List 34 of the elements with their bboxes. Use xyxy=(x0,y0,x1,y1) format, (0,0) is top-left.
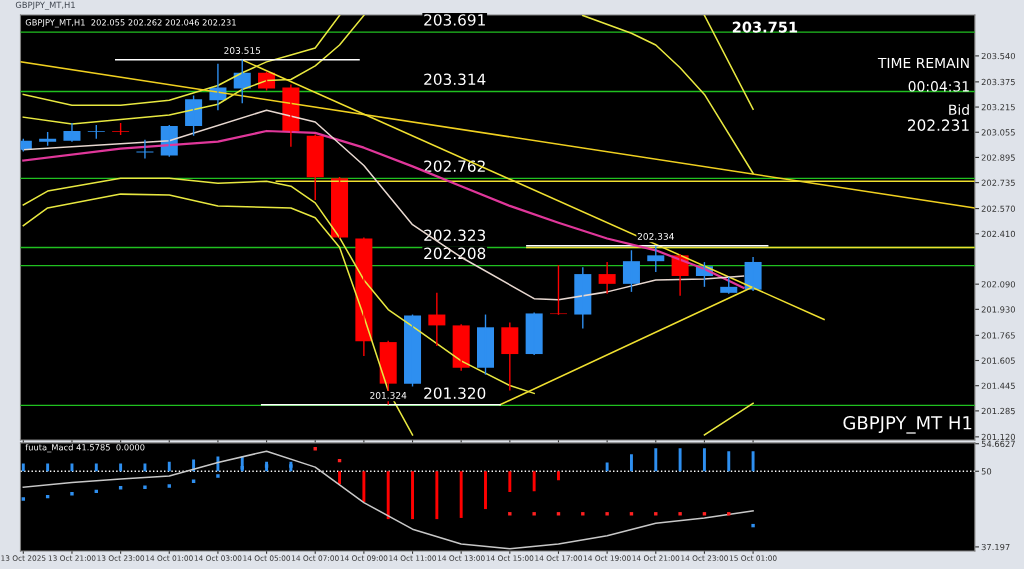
ref-line-label: 203.314 xyxy=(424,73,486,86)
y-tick-label: 203.375 xyxy=(981,78,1015,86)
y-tick-label: 202.090 xyxy=(981,281,1016,288)
annotation: 201.324 xyxy=(370,392,407,399)
annotation: 202.334 xyxy=(637,233,674,240)
y-tick-label: 202.570 xyxy=(981,205,1016,212)
y-tick-label: 50 xyxy=(981,468,992,475)
y-tick-label: 54.6627 xyxy=(981,440,1015,448)
annotation: 00:04:31 xyxy=(908,81,969,92)
y-tick-label: 201.765 xyxy=(981,332,1015,339)
y-tick-label: 202.735 xyxy=(981,179,1015,186)
y-tick-label: 201.285 xyxy=(981,407,1015,415)
chart-title: fuuta_Macd 41.5785 0.0000 xyxy=(25,443,145,453)
ref-line-label: 202.762 xyxy=(424,160,485,172)
annotation: TIME REMAIN xyxy=(877,57,969,69)
annotation: 203.751 xyxy=(732,21,798,33)
y-tick-label: 201.930 xyxy=(981,306,1016,313)
ref-line-label: 203.691 xyxy=(424,14,485,26)
y-tick-label: 201.445 xyxy=(981,382,1015,389)
ref-line-label: 201.320 xyxy=(424,387,486,399)
text: GBPJPY_MT,H1 xyxy=(15,1,75,10)
annotation: GBPJPY_MT H1 xyxy=(843,415,972,434)
y-tick-label: 37.197 xyxy=(981,543,1010,551)
y-tick-label: 201.605 xyxy=(981,357,1015,364)
y-tick-label: 203.055 xyxy=(981,129,1015,136)
annotation: 203.515 xyxy=(224,47,261,54)
annotation: Bid xyxy=(949,104,969,115)
y-tick-label: 202.410 xyxy=(981,230,1016,238)
y-tick-label: 203.540 xyxy=(981,52,1016,60)
y-tick-label: 202.895 xyxy=(981,154,1015,161)
chart-title: GBPJPY_MT,H1 202.055 202.262 202.046 202.231 xyxy=(25,19,236,28)
annotation: 202.231 xyxy=(908,119,969,131)
y-tick-label: 203.215 xyxy=(981,104,1015,111)
y-tick-label: 201.120 xyxy=(981,433,1016,441)
